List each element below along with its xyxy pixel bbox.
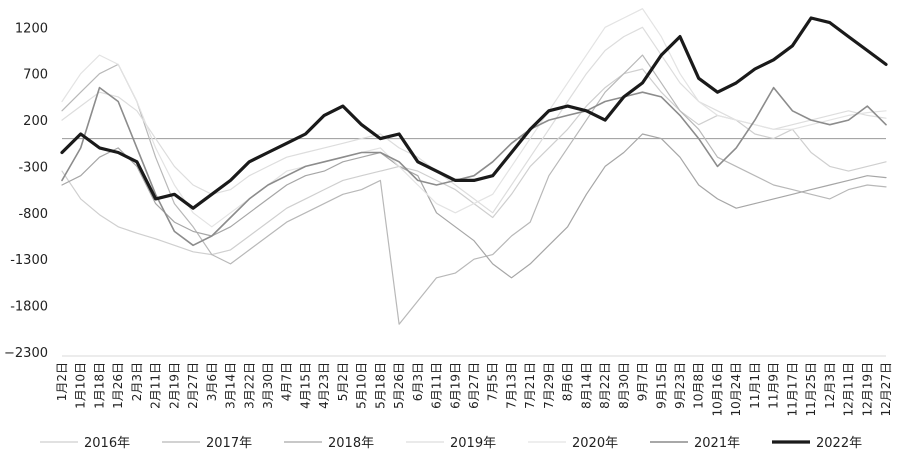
x-tick-label: 11月17日 (785, 362, 799, 417)
x-tick-label: 7月21日 (523, 362, 537, 409)
x-tick-label: 1月26日 (111, 362, 125, 409)
x-tick-label: 8月6日 (561, 362, 575, 401)
legend-label: 2019年 (450, 436, 496, 451)
legend-label: 2021年 (694, 436, 740, 451)
y-tick-label: -800 (18, 207, 48, 222)
x-tick-label: 12月11日 (842, 362, 856, 417)
y-tick-label: 200 (23, 114, 48, 129)
series-line-2020年 (61, 8, 887, 228)
x-tick-label: 1月18日 (92, 362, 106, 409)
x-tick-label: 6月27日 (467, 362, 481, 409)
x-tick-label: 12月27日 (879, 362, 893, 417)
x-tick-label: 5月26日 (392, 362, 406, 409)
x-tick-label: 7月29日 (542, 362, 556, 409)
legend-label: 2018年 (328, 436, 374, 451)
x-tick-label: 3月22日 (242, 362, 256, 409)
x-tick-label: 10月8日 (692, 362, 706, 409)
x-tick-label: 8月14日 (579, 362, 593, 409)
x-tick-label: 4月7日 (280, 362, 294, 401)
x-tick-label: 6月3日 (411, 362, 425, 401)
x-tick-label: 1月10日 (74, 362, 88, 409)
x-tick-label: 3月14日 (224, 362, 238, 409)
legend-label: 2017年 (206, 436, 252, 451)
x-tick-label: 1月2日 (55, 362, 69, 401)
x-tick-label: 8月22日 (598, 362, 612, 409)
legend-label: 2016年 (84, 436, 130, 451)
x-tick-label: 10月24日 (729, 362, 743, 417)
x-tick-label: 9月23日 (673, 362, 687, 409)
x-tick-label: 8月30日 (617, 362, 631, 409)
x-tick-label: 2月3日 (130, 362, 144, 401)
x-tick-label: 3月30日 (261, 362, 275, 409)
x-tick-label: 9月15日 (654, 362, 668, 409)
legend: 2016年 2017年 2018年 2019年 2020年 2021年 2022年 (40, 436, 862, 451)
x-tick-label: 6月19日 (448, 362, 462, 409)
y-axis: 1200 700 200 -300 -800 -1300 -1800 −2300 (4, 21, 48, 361)
series-line-2018年 (61, 133, 887, 279)
x-tick-label: 2月27日 (186, 362, 200, 409)
x-tick-label: 11月1日 (748, 362, 762, 409)
x-tick-label: 5月10日 (355, 362, 369, 409)
y-tick-label: -1300 (10, 253, 48, 268)
y-tick-label: -1800 (10, 300, 48, 315)
series-line-2016年 (61, 68, 887, 256)
legend-label: 2022年 (816, 436, 862, 451)
x-tick-label: 5月18日 (373, 362, 387, 409)
x-tick-label: 11月9日 (767, 362, 781, 409)
y-tick-label: −2300 (4, 346, 48, 361)
y-tick-label: -300 (18, 160, 48, 175)
x-tick-label: 5月2日 (336, 362, 350, 401)
series-lines (60, 8, 888, 325)
x-tick-label: 3月6日 (205, 362, 219, 401)
x-tick-label: 9月7日 (636, 362, 650, 401)
x-tick-label: 2月19日 (167, 362, 181, 409)
x-tick-label: 7月13日 (504, 362, 518, 409)
y-tick-label: 700 (23, 68, 48, 83)
x-tick-label: 12月3日 (823, 362, 837, 409)
legend-label: 2020年 (572, 436, 618, 451)
x-axis: 1月2日 1月10日 1月18日 1月26日 2月3日 2月11日 2月19日 2月27日 3月… (55, 355, 893, 417)
series-line-2019年 (61, 26, 887, 214)
series-line-2022年 (60, 16, 888, 210)
y-tick-label: 1200 (15, 21, 48, 36)
x-tick-label: 12月19日 (860, 362, 874, 417)
series-line-2021年 (61, 86, 887, 247)
x-tick-label: 7月5日 (486, 362, 500, 401)
x-tick-label: 11月25日 (804, 362, 818, 417)
x-tick-label: 4月23日 (317, 362, 331, 409)
x-tick-label: 6月11日 (430, 362, 444, 409)
series-line-2017年 (61, 54, 887, 325)
x-tick-label: 2月11日 (149, 362, 163, 409)
x-tick-label: 4月15日 (298, 362, 312, 409)
x-tick-label: 10月16日 (710, 362, 724, 417)
